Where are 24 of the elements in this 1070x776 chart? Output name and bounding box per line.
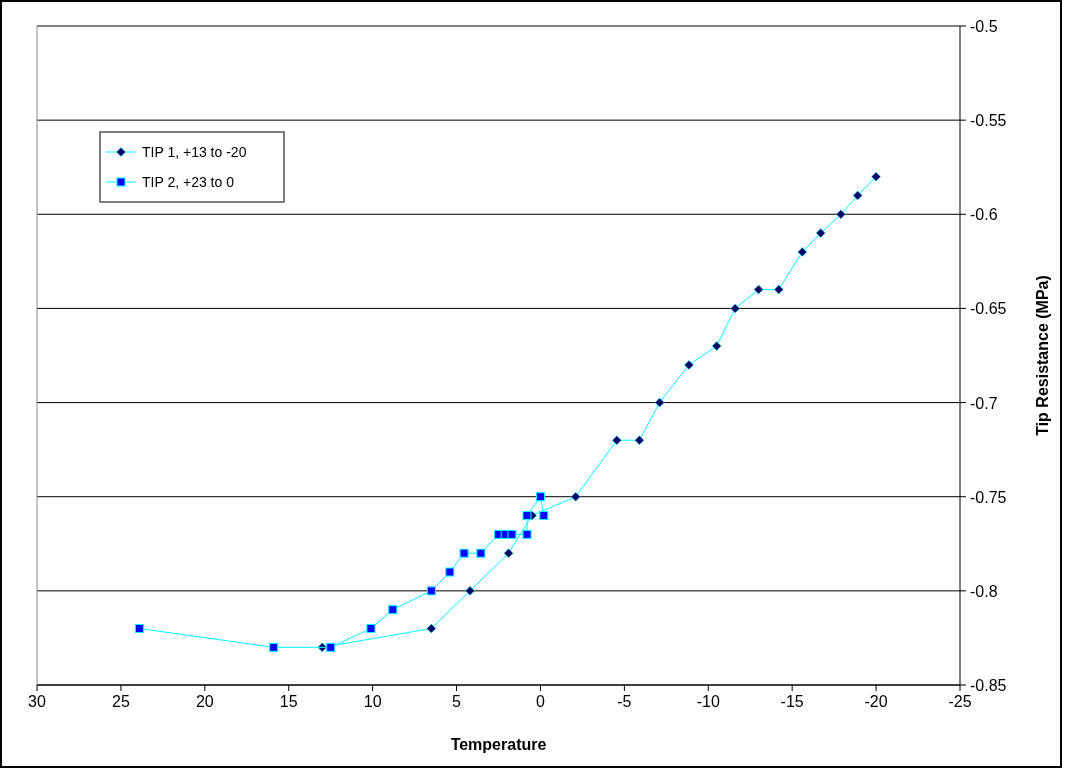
y-tick-label: -0.6 xyxy=(970,206,998,224)
x-tick-label: -15 xyxy=(780,693,804,710)
x-tick-label: -10 xyxy=(696,693,720,710)
x-tick-label: 25 xyxy=(112,693,130,710)
y-tick-label: -0.85 xyxy=(970,677,1007,694)
x-tick-label: 15 xyxy=(279,693,298,710)
x-tick-label: -25 xyxy=(948,693,972,710)
y-tick-label: -0.75 xyxy=(970,488,1007,506)
legend-label: TIP 2, +23 to 0 xyxy=(142,174,235,190)
x-tick-label: -5 xyxy=(617,693,632,710)
x-tick-label: 20 xyxy=(195,693,214,710)
x-tick-label: -20 xyxy=(864,693,888,710)
x-tick-label: 0 xyxy=(536,693,545,710)
x-tick-label: 30 xyxy=(28,693,46,710)
y-tick-label: -0.7 xyxy=(970,394,998,412)
y-tick-label: -0.8 xyxy=(970,582,998,600)
y-tick-label: -0.55 xyxy=(970,112,1007,130)
legend-label: TIP 1, +13 to -20 xyxy=(142,144,247,160)
x-tick-label: 5 xyxy=(452,693,462,710)
x-axis-title: Temperature xyxy=(450,736,547,753)
y-tick-label: -0.65 xyxy=(970,300,1007,318)
y-axis-title: Tip Resistance (MPa) xyxy=(1034,275,1051,436)
x-tick-label: 10 xyxy=(363,693,382,710)
y-tick-label: -0.5 xyxy=(970,18,998,35)
